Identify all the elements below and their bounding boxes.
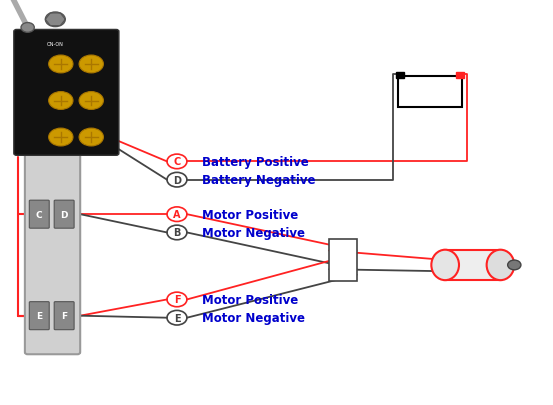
Bar	[395, 72, 404, 79]
FancyBboxPatch shape	[54, 201, 74, 228]
Circle shape	[79, 129, 103, 147]
Text: E: E	[36, 311, 43, 320]
FancyBboxPatch shape	[54, 112, 74, 139]
Text: Motor Positive: Motor Positive	[202, 293, 298, 306]
Circle shape	[49, 129, 73, 147]
FancyBboxPatch shape	[29, 201, 49, 228]
Text: B: B	[173, 228, 181, 238]
Circle shape	[508, 260, 521, 270]
FancyBboxPatch shape	[29, 112, 49, 139]
Text: Battery Positive: Battery Positive	[202, 156, 309, 168]
Text: Battery Negative: Battery Negative	[202, 174, 315, 187]
Text: Motor Positive: Motor Positive	[202, 208, 298, 221]
Text: ON-ON: ON-ON	[47, 42, 64, 47]
Circle shape	[79, 92, 103, 110]
Text: A: A	[173, 210, 181, 220]
Text: Motor Negative: Motor Negative	[202, 311, 305, 324]
Bar	[445, 250, 500, 281]
Bar	[329, 239, 357, 281]
Text: A: A	[36, 121, 43, 130]
Circle shape	[49, 56, 73, 74]
Bar	[456, 72, 465, 79]
Text: B: B	[61, 121, 67, 130]
FancyBboxPatch shape	[54, 302, 74, 330]
Text: C: C	[173, 157, 181, 167]
Bar	[398, 77, 462, 107]
Circle shape	[49, 92, 73, 110]
Circle shape	[79, 56, 103, 74]
Ellipse shape	[487, 250, 514, 281]
FancyBboxPatch shape	[25, 99, 80, 354]
Circle shape	[21, 23, 34, 33]
Text: F: F	[174, 295, 180, 305]
Text: Motor Negative: Motor Negative	[202, 226, 305, 239]
Text: C: C	[36, 210, 43, 219]
Text: D: D	[60, 210, 68, 219]
FancyBboxPatch shape	[14, 30, 119, 156]
FancyBboxPatch shape	[29, 302, 49, 330]
Ellipse shape	[431, 250, 459, 281]
Text: F: F	[61, 311, 67, 320]
Text: D: D	[173, 175, 181, 185]
Text: E: E	[174, 313, 180, 323]
Circle shape	[45, 13, 65, 28]
